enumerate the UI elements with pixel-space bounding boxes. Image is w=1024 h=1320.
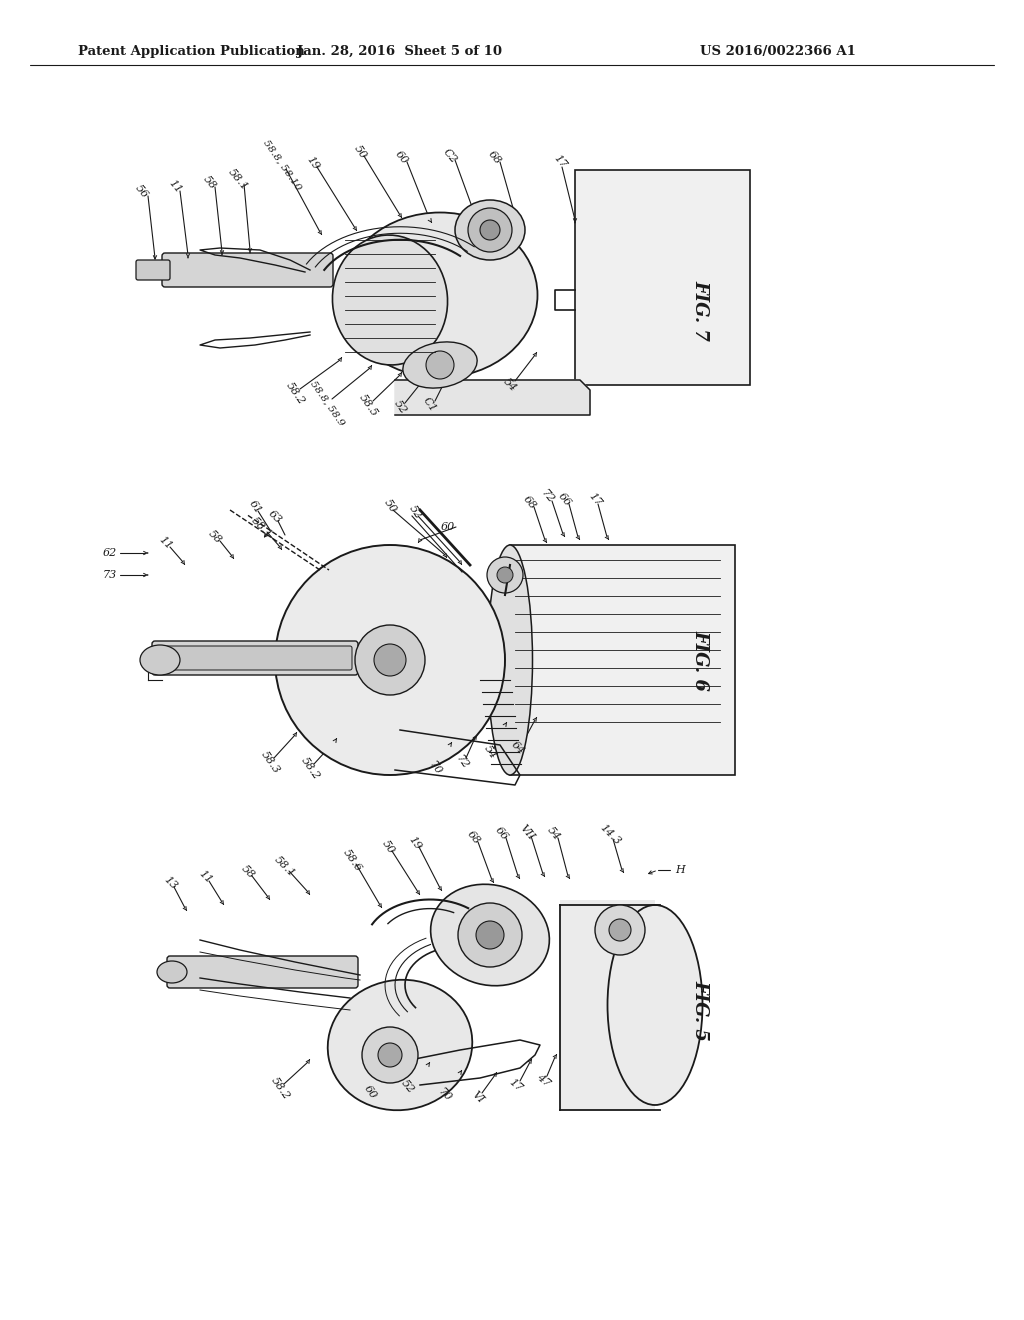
Text: 58: 58 <box>202 174 218 191</box>
Text: 60: 60 <box>393 149 411 166</box>
Text: 58.1: 58.1 <box>272 854 297 879</box>
Text: 68: 68 <box>521 494 539 512</box>
Text: 52: 52 <box>392 399 409 416</box>
Ellipse shape <box>402 342 477 388</box>
Text: 14.3: 14.3 <box>598 822 623 847</box>
Text: 58.1: 58.1 <box>250 516 274 540</box>
Circle shape <box>609 919 631 941</box>
Text: 58.5: 58.5 <box>356 392 379 418</box>
Text: 11: 11 <box>167 178 183 195</box>
Text: 72: 72 <box>540 488 556 506</box>
Circle shape <box>362 1027 418 1082</box>
Text: 73: 73 <box>102 570 117 579</box>
Text: 50: 50 <box>382 498 398 515</box>
Circle shape <box>355 624 425 696</box>
Bar <box>510 545 735 775</box>
Text: 70: 70 <box>436 1086 454 1104</box>
Text: 68: 68 <box>466 829 482 846</box>
Text: 60: 60 <box>441 521 455 532</box>
Text: 70: 70 <box>427 759 443 776</box>
Text: FIG. 5: FIG. 5 <box>691 979 709 1040</box>
Ellipse shape <box>487 545 532 775</box>
Text: 66: 66 <box>557 491 573 508</box>
Circle shape <box>275 545 505 775</box>
Text: 58.8, 58.9: 58.8, 58.9 <box>308 379 346 428</box>
Text: FIG. 6: FIG. 6 <box>691 630 709 690</box>
Text: Jan. 28, 2016  Sheet 5 of 10: Jan. 28, 2016 Sheet 5 of 10 <box>298 45 503 58</box>
Text: 64: 64 <box>509 739 526 756</box>
Text: 17: 17 <box>587 491 603 508</box>
Text: 19: 19 <box>407 834 423 851</box>
Ellipse shape <box>140 645 180 675</box>
Ellipse shape <box>455 201 525 260</box>
FancyBboxPatch shape <box>167 956 358 987</box>
Ellipse shape <box>342 213 538 378</box>
Text: 17: 17 <box>507 1077 524 1093</box>
FancyBboxPatch shape <box>162 253 333 286</box>
Text: H: H <box>675 865 685 875</box>
Text: 54: 54 <box>546 825 562 842</box>
Text: FIG. 7: FIG. 7 <box>691 280 709 341</box>
Text: VII: VII <box>518 822 537 842</box>
Text: VI: VI <box>470 1089 486 1105</box>
FancyBboxPatch shape <box>163 645 352 671</box>
Circle shape <box>595 906 645 954</box>
Circle shape <box>476 921 504 949</box>
Circle shape <box>458 903 522 968</box>
Text: Patent Application Publication: Patent Application Publication <box>78 45 305 58</box>
Text: 47: 47 <box>535 1072 552 1089</box>
Text: 58.8, 58.10: 58.8, 58.10 <box>261 139 303 191</box>
Text: 58.6: 58.6 <box>341 847 364 873</box>
Ellipse shape <box>607 906 702 1105</box>
Text: 13: 13 <box>162 874 178 891</box>
Ellipse shape <box>328 979 472 1110</box>
Text: 11: 11 <box>157 535 174 552</box>
Text: 50: 50 <box>352 144 369 161</box>
Text: 52: 52 <box>399 1078 417 1096</box>
Bar <box>560 900 655 1110</box>
Ellipse shape <box>333 235 447 364</box>
Text: 58: 58 <box>240 863 257 880</box>
Text: 58.1: 58.1 <box>226 168 250 193</box>
FancyBboxPatch shape <box>152 642 358 675</box>
Text: 58: 58 <box>207 528 223 545</box>
Text: 52: 52 <box>407 503 423 520</box>
Circle shape <box>426 351 454 379</box>
Text: 58.2: 58.2 <box>284 380 306 407</box>
Text: 61: 61 <box>247 498 263 516</box>
Text: 60: 60 <box>361 1084 378 1101</box>
Text: 72: 72 <box>454 754 470 771</box>
Text: C2: C2 <box>441 147 459 165</box>
Circle shape <box>374 644 406 676</box>
Text: 11: 11 <box>197 869 214 886</box>
Text: 17: 17 <box>552 153 568 170</box>
Text: 63: 63 <box>266 508 284 525</box>
Circle shape <box>480 220 500 240</box>
Text: 68: 68 <box>486 149 504 166</box>
Text: 58.2: 58.2 <box>268 1074 291 1101</box>
Ellipse shape <box>431 884 550 986</box>
Text: 19: 19 <box>305 154 322 172</box>
Circle shape <box>378 1043 402 1067</box>
Text: 62: 62 <box>102 548 117 558</box>
Polygon shape <box>395 380 590 414</box>
Text: 50: 50 <box>380 838 396 855</box>
Text: 58.3: 58.3 <box>259 748 282 775</box>
Circle shape <box>497 568 513 583</box>
FancyBboxPatch shape <box>136 260 170 280</box>
Text: 54: 54 <box>502 376 518 393</box>
Circle shape <box>468 209 512 252</box>
Text: 66: 66 <box>494 825 510 842</box>
Bar <box>575 170 750 385</box>
Text: US 2016/0022366 A1: US 2016/0022366 A1 <box>700 45 856 58</box>
Text: 56: 56 <box>133 183 151 201</box>
Text: 58.2: 58.2 <box>299 755 322 781</box>
Circle shape <box>487 557 523 593</box>
Text: C1: C1 <box>422 396 438 414</box>
Text: 54: 54 <box>482 743 499 760</box>
Ellipse shape <box>157 961 187 983</box>
